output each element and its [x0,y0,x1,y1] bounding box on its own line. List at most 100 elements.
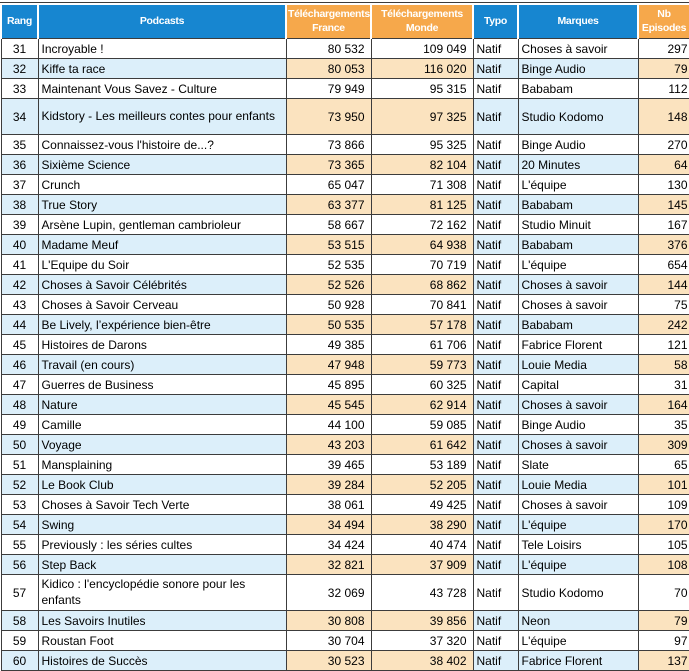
cell-rang[interactable]: 52 [0,474,39,495]
cell-nb-episodes[interactable]: 31 [637,374,689,395]
column-header-marques[interactable]: Marques [517,3,639,39]
cell-podcast[interactable]: Maintenant Vous Savez - Culture [37,78,287,99]
cell-nb-episodes[interactable]: 148 [637,98,689,135]
cell-dl-france[interactable]: 32 069 [285,574,372,611]
cell-rang[interactable]: 46 [0,354,39,375]
cell-dl-france[interactable]: 34 424 [285,534,372,555]
cell-typo[interactable]: Natif [472,610,519,631]
cell-dl-france[interactable]: 52 535 [285,254,372,275]
cell-dl-france[interactable]: 47 948 [285,354,372,375]
cell-dl-monde[interactable]: 95 325 [370,134,474,155]
cell-nb-episodes[interactable]: 79 [637,58,689,79]
cell-dl-france[interactable]: 45 895 [285,374,372,395]
cell-dl-france[interactable]: 73 950 [285,98,372,135]
cell-typo[interactable]: Natif [472,134,519,155]
column-header-podcasts[interactable]: Podcasts [37,3,287,39]
cell-dl-monde[interactable]: 37 320 [370,630,474,651]
cell-marque[interactable]: Fabrice Florent [517,650,639,671]
cell-dl-france[interactable]: 73 365 [285,154,372,175]
cell-dl-france[interactable]: 38 061 [285,494,372,515]
cell-podcast[interactable]: Arsène Lupin, gentleman cambrioleur [37,214,287,235]
cell-dl-monde[interactable]: 49 425 [370,494,474,515]
cell-typo[interactable]: Natif [472,154,519,175]
cell-typo[interactable]: Natif [472,574,519,611]
cell-nb-episodes[interactable]: 112 [637,78,689,99]
cell-dl-monde[interactable]: 81 125 [370,194,474,215]
cell-dl-monde[interactable]: 71 308 [370,174,474,195]
cell-podcast[interactable]: Crunch [37,174,287,195]
cell-dl-france[interactable]: 34 494 [285,514,372,535]
cell-typo[interactable]: Natif [472,98,519,135]
cell-dl-monde[interactable]: 60 325 [370,374,474,395]
cell-dl-monde[interactable]: 59 773 [370,354,474,375]
cell-podcast[interactable]: Le Book Club [37,474,287,495]
cell-podcast[interactable]: Sixième Science [37,154,287,175]
cell-dl-france[interactable]: 39 465 [285,454,372,475]
cell-dl-france[interactable]: 32 821 [285,554,372,575]
cell-marque[interactable]: Binge Audio [517,58,639,79]
cell-typo[interactable]: Natif [472,554,519,575]
cell-rang[interactable]: 50 [0,434,39,455]
cell-nb-episodes[interactable]: 79 [637,610,689,631]
cell-dl-monde[interactable]: 70 719 [370,254,474,275]
cell-marque[interactable]: Choses à savoir [517,294,639,315]
cell-dl-monde[interactable]: 43 728 [370,574,474,611]
cell-nb-episodes[interactable]: 270 [637,134,689,155]
cell-dl-monde[interactable]: 40 474 [370,534,474,555]
cell-marque[interactable]: Slate [517,454,639,475]
cell-rang[interactable]: 31 [0,38,39,59]
cell-rang[interactable]: 43 [0,294,39,315]
cell-podcast[interactable]: Roustan Foot [37,630,287,651]
cell-marque[interactable]: Studio Kodomo [517,574,639,611]
cell-dl-monde[interactable]: 97 325 [370,98,474,135]
cell-nb-episodes[interactable]: 654 [637,254,689,275]
cell-typo[interactable]: Natif [472,58,519,79]
cell-typo[interactable]: Natif [472,354,519,375]
cell-dl-france[interactable]: 52 526 [285,274,372,295]
cell-dl-france[interactable]: 50 535 [285,314,372,335]
cell-podcast[interactable]: Kidico : l'encyclopédie sonore pour les … [37,574,287,611]
cell-typo[interactable]: Natif [472,534,519,555]
cell-nb-episodes[interactable]: 242 [637,314,689,335]
cell-nb-episodes[interactable]: 65 [637,454,689,475]
cell-dl-monde[interactable]: 59 085 [370,414,474,435]
cell-typo[interactable]: Natif [472,78,519,99]
cell-typo[interactable]: Natif [472,514,519,535]
column-header-dl-france[interactable]: Téléchargements France [285,3,372,39]
cell-dl-monde[interactable]: 95 315 [370,78,474,99]
cell-dl-france[interactable]: 79 949 [285,78,372,99]
cell-dl-monde[interactable]: 68 862 [370,274,474,295]
cell-rang[interactable]: 38 [0,194,39,215]
cell-marque[interactable]: L'équipe [517,514,639,535]
cell-dl-monde[interactable]: 62 914 [370,394,474,415]
cell-typo[interactable]: Natif [472,630,519,651]
cell-marque[interactable]: Fabrice Florent [517,334,639,355]
cell-rang[interactable]: 54 [0,514,39,535]
cell-marque[interactable]: Capital [517,374,639,395]
cell-dl-france[interactable]: 80 532 [285,38,372,59]
cell-typo[interactable]: Natif [472,414,519,435]
cell-dl-france[interactable]: 44 100 [285,414,372,435]
cell-rang[interactable]: 35 [0,134,39,155]
cell-marque[interactable]: L'équipe [517,174,639,195]
cell-marque[interactable]: Bababam [517,314,639,335]
cell-podcast[interactable]: Les Savoirs Inutiles [37,610,287,631]
cell-dl-france[interactable]: 80 053 [285,58,372,79]
cell-rang[interactable]: 40 [0,234,39,255]
cell-rang[interactable]: 34 [0,98,39,135]
cell-nb-episodes[interactable]: 75 [637,294,689,315]
cell-dl-monde[interactable]: 52 205 [370,474,474,495]
column-header-rang[interactable]: Rang [0,3,39,39]
cell-nb-episodes[interactable]: 130 [637,174,689,195]
cell-nb-episodes[interactable]: 108 [637,554,689,575]
cell-marque[interactable]: Neon [517,610,639,631]
cell-rang[interactable]: 53 [0,494,39,515]
column-header-nb-episodes[interactable]: Nb Episodes [637,3,689,39]
cell-typo[interactable]: Natif [472,374,519,395]
cell-podcast[interactable]: L'Equipe du Soir [37,254,287,275]
cell-typo[interactable]: Natif [472,294,519,315]
cell-nb-episodes[interactable]: 144 [637,274,689,295]
cell-dl-monde[interactable]: 61 642 [370,434,474,455]
cell-rang[interactable]: 48 [0,394,39,415]
cell-rang[interactable]: 47 [0,374,39,395]
